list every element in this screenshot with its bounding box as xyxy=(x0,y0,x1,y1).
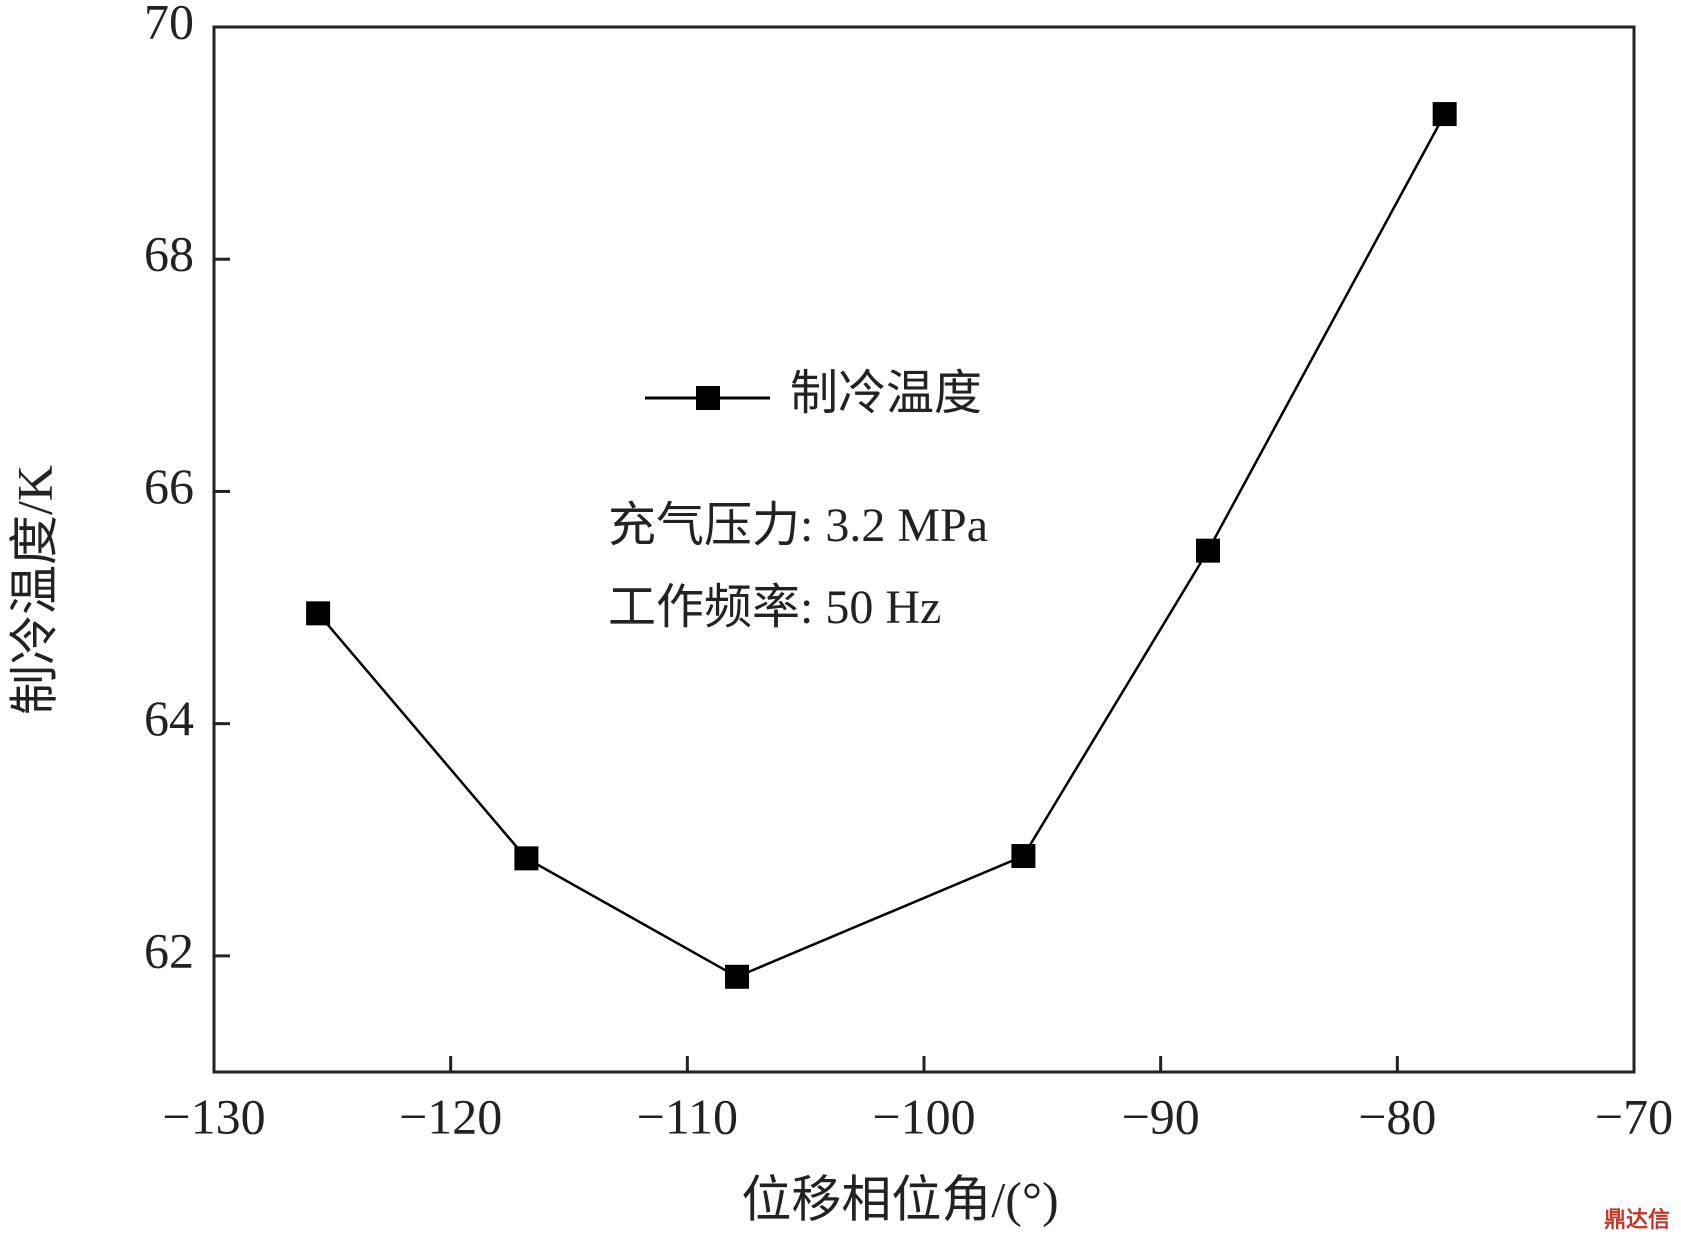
y-tick-label: 68 xyxy=(144,226,194,282)
x-tick-label: −120 xyxy=(399,1088,502,1144)
series-line xyxy=(317,113,1446,979)
x-tick-label: −80 xyxy=(1358,1088,1436,1144)
marker xyxy=(1196,538,1220,563)
x-tick-label: −90 xyxy=(1122,1088,1200,1144)
marker xyxy=(725,964,750,989)
y-tick-label: 70 xyxy=(144,0,194,49)
y-tick-label: 66 xyxy=(144,458,194,514)
annotation: 充气压力: 3.2 MPa xyxy=(608,499,988,552)
x-tick-label: −110 xyxy=(637,1088,738,1144)
x-tick-label: −100 xyxy=(872,1088,975,1144)
marker xyxy=(1432,102,1457,127)
x-tick-label: −130 xyxy=(162,1088,265,1144)
y-tick-label: 64 xyxy=(144,690,194,746)
watermark: 鼎达信 xyxy=(1604,1207,1670,1232)
y-axis-label: 制冷温度/K xyxy=(6,465,62,715)
y-tick-label: 62 xyxy=(144,922,194,978)
x-tick-label: −70 xyxy=(1595,1088,1673,1144)
marker xyxy=(306,601,331,626)
marker xyxy=(514,846,539,871)
annotation: 工作频率: 50 Hz xyxy=(608,581,941,634)
x-axis-label: 位移相位角/(°) xyxy=(741,1171,1058,1227)
legend-label: 制冷温度 xyxy=(790,367,982,420)
marker xyxy=(1011,844,1036,869)
legend-marker xyxy=(696,386,720,410)
